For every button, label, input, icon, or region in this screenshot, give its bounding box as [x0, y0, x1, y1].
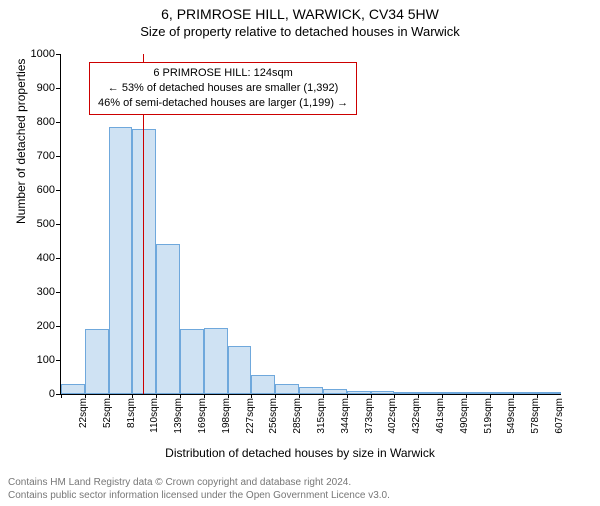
x-tick-label: 490sqm — [459, 398, 470, 434]
y-tick-mark — [56, 292, 61, 293]
x-tick-label: 578sqm — [530, 398, 541, 434]
x-tick-label: 198sqm — [221, 398, 232, 434]
x-tick-mark — [442, 394, 443, 398]
x-tick-mark — [513, 394, 514, 398]
x-tick-label: 607sqm — [554, 398, 565, 434]
x-tick-label: 139sqm — [173, 398, 184, 434]
y-tick-label: 100 — [37, 354, 55, 366]
histogram-bar — [85, 329, 109, 394]
x-tick-mark — [275, 394, 276, 398]
x-tick-label: 110sqm — [149, 398, 160, 433]
x-axis-label: Distribution of detached houses by size … — [0, 446, 600, 460]
x-tick-label: 285sqm — [292, 398, 303, 434]
annotation-line: 6 PRIMROSE HILL: 124sqm — [98, 66, 348, 81]
histogram-bar — [490, 392, 514, 394]
y-tick-label: 900 — [37, 82, 55, 94]
x-tick-mark — [299, 394, 300, 398]
x-tick-label: 549sqm — [506, 398, 517, 434]
x-tick-mark — [347, 394, 348, 398]
histogram-bar — [347, 391, 371, 394]
y-tick-mark — [56, 190, 61, 191]
histogram-bar — [275, 384, 299, 394]
x-tick-label: 22sqm — [78, 398, 89, 428]
footer-attribution: Contains HM Land Registry data © Crown c… — [8, 477, 390, 502]
histogram-bar — [418, 392, 442, 394]
x-tick-mark — [490, 394, 491, 398]
histogram-bar — [323, 389, 347, 394]
y-tick-mark — [56, 88, 61, 89]
y-tick-label: 400 — [37, 252, 55, 264]
y-tick-mark — [56, 156, 61, 157]
annotation-box: 6 PRIMROSE HILL: 124sqm← 53% of detached… — [89, 62, 357, 115]
x-tick-label: 52sqm — [102, 398, 113, 428]
histogram-bar — [132, 129, 156, 394]
chart-plot-area: 0100200300400500600700800900100022sqm52s… — [60, 54, 561, 395]
x-tick-label: 256sqm — [268, 398, 279, 434]
x-tick-label: 344sqm — [340, 398, 351, 434]
y-tick-mark — [56, 54, 61, 55]
page-container: 6, PRIMROSE HILL, WARWICK, CV34 5HW Size… — [0, 6, 600, 506]
x-tick-label: 373sqm — [364, 398, 375, 434]
histogram-bar — [204, 328, 228, 394]
y-axis-label: Number of detached properties — [14, 59, 28, 224]
y-tick-label: 500 — [37, 218, 55, 230]
y-tick-mark — [56, 122, 61, 123]
histogram-bar — [394, 392, 418, 394]
footer-line-2: Contains public sector information licen… — [8, 490, 390, 503]
x-tick-label: 519sqm — [483, 398, 494, 434]
x-tick-mark — [537, 394, 538, 398]
histogram-bar — [466, 392, 490, 394]
x-tick-mark — [251, 394, 252, 398]
x-tick-mark — [371, 394, 372, 398]
histogram-bar — [109, 127, 133, 394]
x-tick-mark — [394, 394, 395, 398]
footer-line-1: Contains HM Land Registry data © Crown c… — [8, 477, 390, 490]
histogram-bar — [371, 391, 395, 394]
annotation-line: 46% of semi-detached houses are larger (… — [98, 96, 348, 111]
x-tick-label: 227sqm — [245, 398, 256, 434]
x-tick-label: 432sqm — [411, 398, 422, 434]
y-tick-mark — [56, 258, 61, 259]
x-tick-mark — [180, 394, 181, 398]
histogram-bar — [156, 244, 180, 394]
x-tick-mark — [109, 394, 110, 398]
y-tick-label: 200 — [37, 320, 55, 332]
annotation-line: ← 53% of detached houses are smaller (1,… — [98, 81, 348, 96]
x-tick-label: 315sqm — [316, 398, 327, 434]
x-tick-mark — [418, 394, 419, 398]
x-tick-mark — [466, 394, 467, 398]
histogram-bar — [251, 375, 275, 394]
x-tick-label: 461sqm — [435, 398, 446, 434]
y-tick-label: 300 — [37, 286, 55, 298]
y-tick-mark — [56, 360, 61, 361]
x-tick-mark — [132, 394, 133, 398]
y-tick-label: 800 — [37, 116, 55, 128]
x-tick-label: 81sqm — [126, 398, 137, 428]
y-tick-label: 0 — [49, 388, 55, 400]
histogram-bar — [228, 346, 252, 394]
x-tick-mark — [156, 394, 157, 398]
title-line-1: 6, PRIMROSE HILL, WARWICK, CV34 5HW — [0, 6, 600, 22]
title-line-2: Size of property relative to detached ho… — [0, 24, 600, 39]
histogram-bar — [513, 392, 537, 394]
histogram-bar — [180, 329, 204, 394]
y-tick-mark — [56, 326, 61, 327]
x-tick-mark — [61, 394, 62, 398]
x-tick-mark — [323, 394, 324, 398]
x-tick-mark — [228, 394, 229, 398]
histogram-bar — [299, 387, 323, 394]
x-tick-label: 169sqm — [197, 398, 208, 434]
y-tick-label: 1000 — [31, 48, 55, 60]
histogram-bar — [537, 392, 561, 394]
y-tick-label: 700 — [37, 150, 55, 162]
x-tick-mark — [204, 394, 205, 398]
histogram-bar — [61, 384, 85, 394]
x-tick-label: 402sqm — [387, 398, 398, 434]
y-tick-mark — [56, 224, 61, 225]
x-tick-mark — [85, 394, 86, 398]
histogram-bar — [442, 392, 466, 394]
y-tick-label: 600 — [37, 184, 55, 196]
